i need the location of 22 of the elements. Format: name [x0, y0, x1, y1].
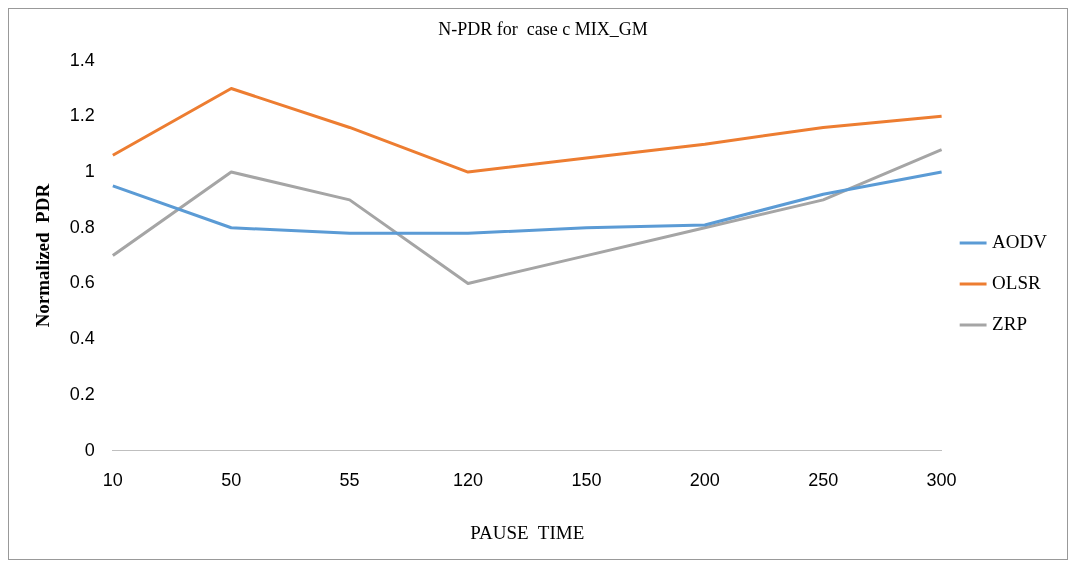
- y-tick-label: 0.6: [69, 272, 95, 293]
- x-tick-label: 200: [689, 470, 720, 491]
- y-tick-label: 0.8: [69, 216, 95, 237]
- x-tick-label: 250: [808, 470, 839, 491]
- y-tick-label: 1.2: [69, 105, 95, 126]
- x-tick-label: 150: [571, 470, 602, 491]
- y-tick-label: 0.2: [69, 383, 95, 404]
- y-tick-label: 0: [84, 439, 95, 460]
- legend-label: OLSR: [992, 271, 1042, 293]
- x-tick-label: 120: [453, 470, 484, 491]
- y-tick-label: 0.4: [69, 328, 95, 349]
- x-tick-label: 300: [926, 470, 957, 491]
- x-tick-label: 10: [102, 470, 123, 491]
- x-tick-label: 55: [339, 470, 360, 491]
- x-axis-title: PAUSE TIME: [470, 521, 585, 543]
- x-tick-label: 50: [221, 470, 242, 491]
- y-tick-label: 1: [84, 161, 95, 181]
- chart-title: N-PDR for case c MIX_GM: [438, 18, 648, 39]
- legend-label: AODV: [992, 230, 1048, 252]
- legend-label: ZRP: [992, 312, 1027, 334]
- y-axis-title: Normalized PDR: [32, 183, 54, 328]
- y-tick-label: 1.4: [69, 49, 95, 70]
